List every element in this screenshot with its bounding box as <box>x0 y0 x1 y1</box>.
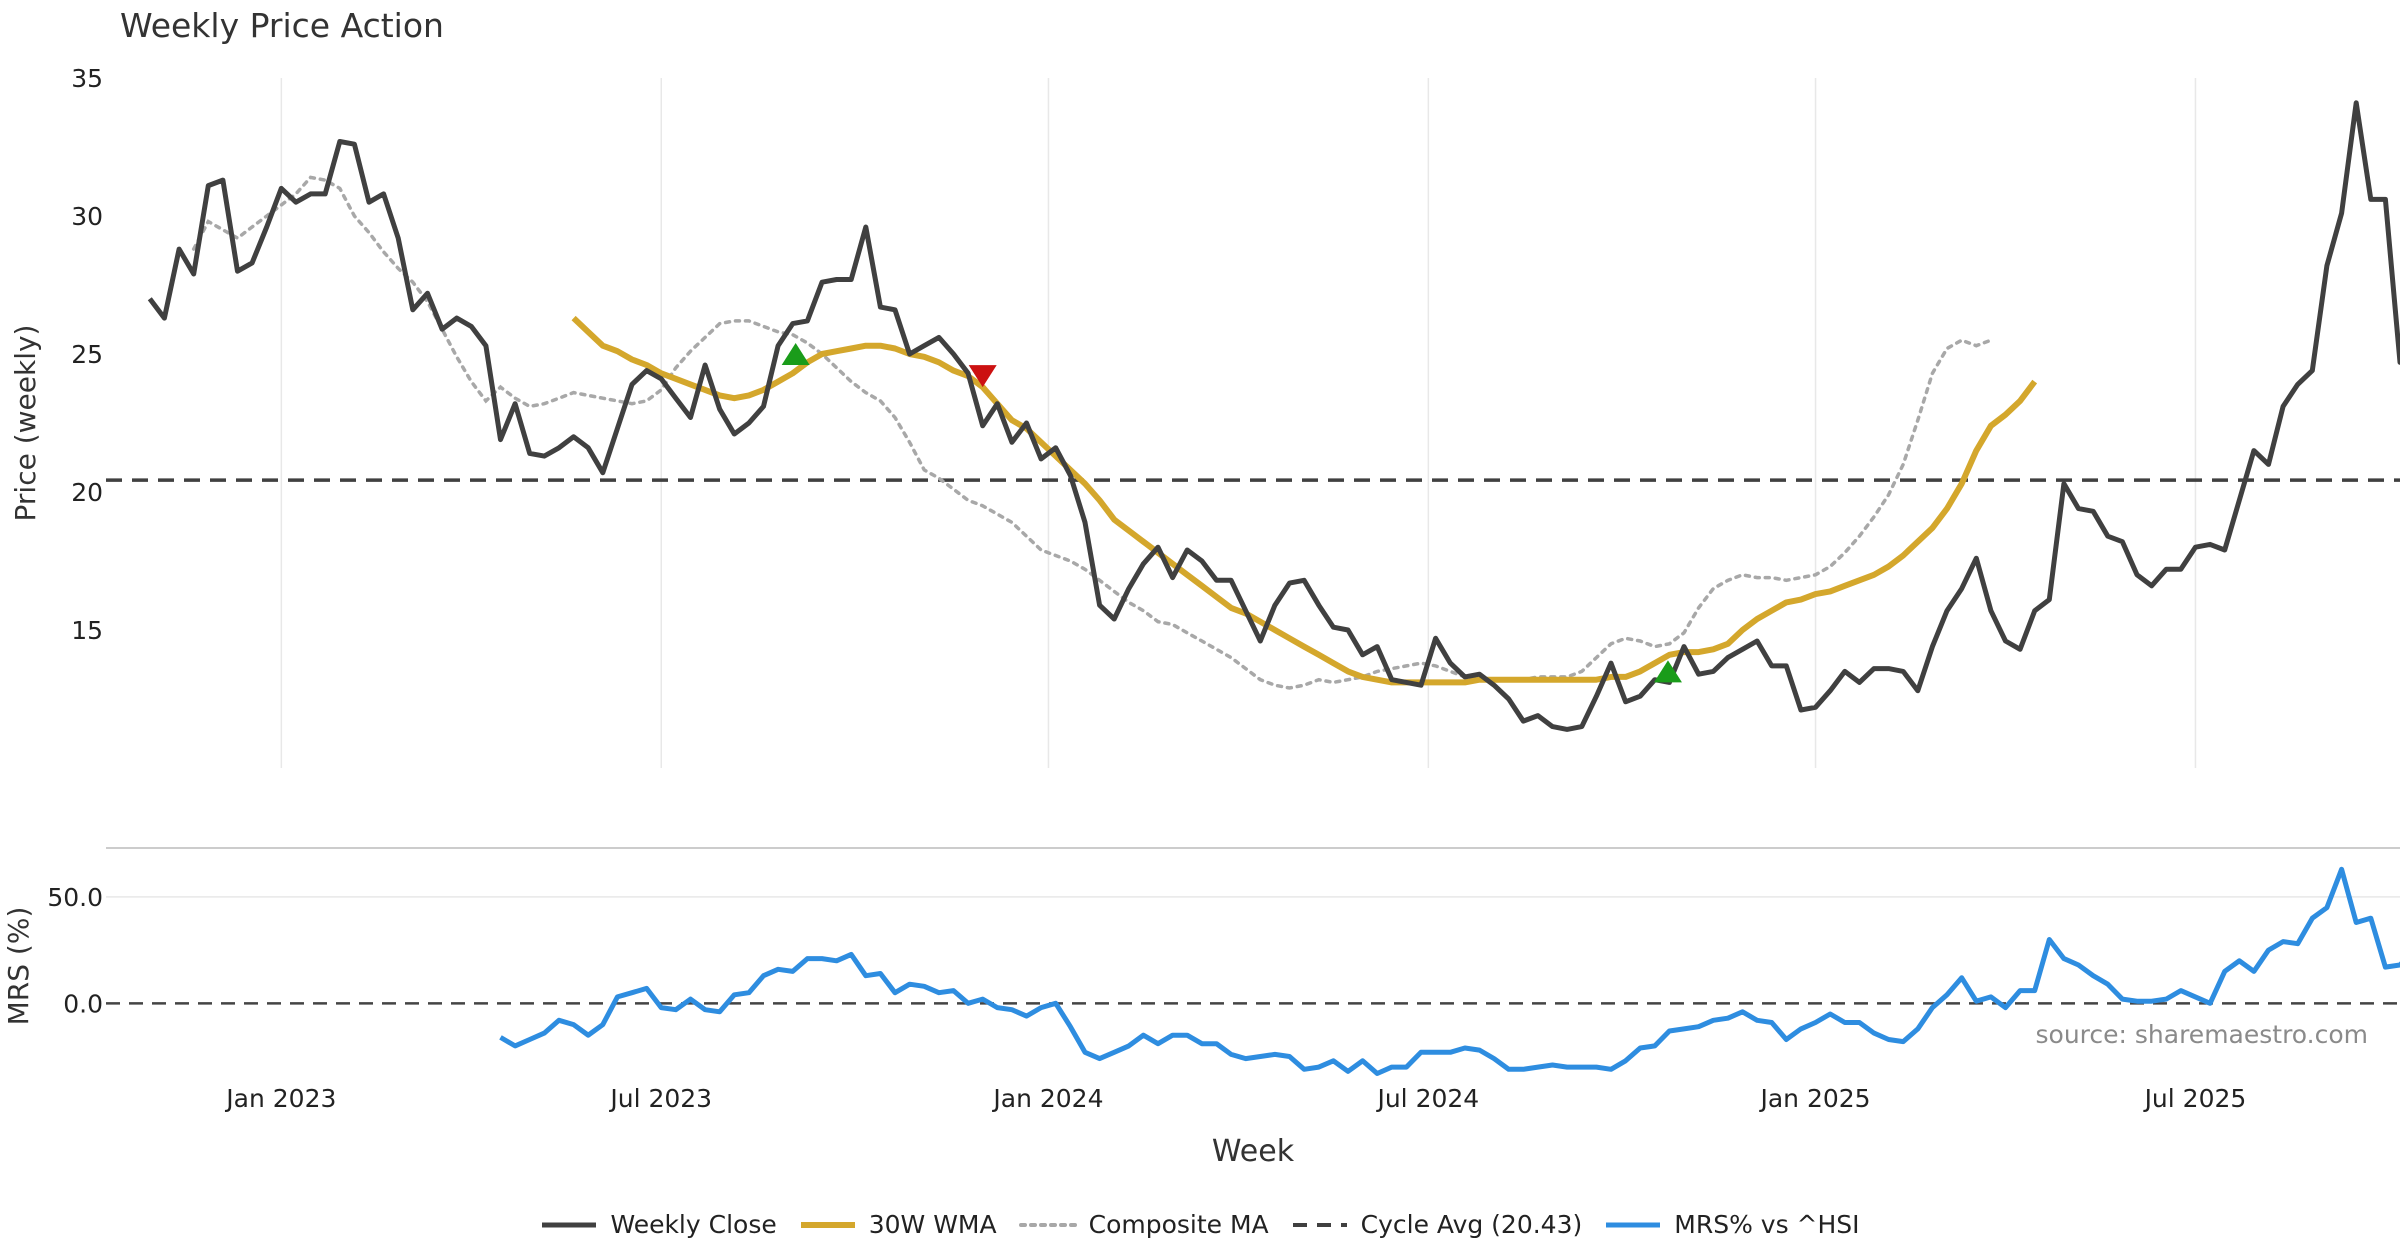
x-tick-2: Jan 2024 <box>991 1084 1103 1113</box>
mrs-y-axis-label: MRS (%) <box>2 907 35 1026</box>
legend-item-cycle: Cycle Avg (20.43) <box>1291 1210 1583 1239</box>
x-tick-4: Jan 2025 <box>1758 1084 1870 1113</box>
legend-label-wma: 30W WMA <box>868 1210 997 1239</box>
legend-item-close: Weekly Close <box>540 1210 777 1239</box>
source-note: source: sharemaestro.com <box>2035 1020 2369 1049</box>
x-tick-0: Jan 2023 <box>224 1084 336 1113</box>
mrs-y-tick-0: 0.0 <box>63 989 103 1018</box>
x-axis-label: Week <box>1212 1134 1295 1169</box>
legend-item-mrs: MRS% vs ^HSI <box>1604 1210 1860 1239</box>
mrs-y-ticks: 0.0 50.0 <box>47 883 103 1018</box>
buy-signal-marker-2 <box>1653 660 1682 683</box>
mrs-line <box>499 866 2400 1076</box>
composite-ma-line <box>191 175 1993 690</box>
legend-swatch-composite <box>1018 1222 1077 1227</box>
price-y-tick-3: 30 <box>71 202 103 231</box>
price-y-ticks: 15 20 25 30 35 <box>71 64 103 645</box>
price-y-axis-label: Price (weekly) <box>9 325 42 522</box>
legend-swatch-cycle <box>1292 1222 1347 1227</box>
sell-signal-marker-1 <box>968 365 997 388</box>
price-y-tick-1: 20 <box>71 478 103 507</box>
x-tick-3: Jul 2024 <box>1375 1084 1479 1113</box>
chart-title: Weekly Price Action <box>120 6 444 45</box>
buy-signal-marker-0 <box>781 343 810 365</box>
legend-label-cycle: Cycle Avg (20.43) <box>1360 1210 1583 1239</box>
series-layer <box>106 100 2400 1076</box>
mrs-y-tick-1: 50.0 <box>47 883 103 912</box>
wma-30w-line <box>571 315 2038 686</box>
weekly-close-line <box>147 100 2400 732</box>
legend-item-wma: 30W WMA <box>799 1210 997 1239</box>
legend-swatch-close <box>542 1222 597 1227</box>
x-axis-ticks: Jan 2023 Jul 2023 Jan 2024 Jul 2024 Jan 2025… <box>224 1084 2246 1113</box>
legend: Weekly Close 30W WMA Composite MA Cycle Avg… <box>0 1210 2400 1239</box>
price-y-tick-2: 25 <box>71 340 103 369</box>
signal-layer <box>781 343 1682 683</box>
legend-item-composite: Composite MA <box>1018 1210 1269 1239</box>
mrs-panel-grid <box>106 847 2400 1005</box>
x-tick-5: Jul 2025 <box>2143 1084 2247 1113</box>
legend-swatch-mrs <box>1606 1222 1661 1227</box>
x-tick-1: Jul 2023 <box>608 1084 712 1113</box>
legend-label-close: Weekly Close <box>610 1210 777 1239</box>
legend-label-composite: Composite MA <box>1088 1210 1269 1239</box>
legend-label-mrs: MRS% vs ^HSI <box>1674 1210 1860 1239</box>
price-y-tick-4: 35 <box>71 64 103 93</box>
legend-swatch-wma <box>800 1221 855 1228</box>
price-y-tick-0: 15 <box>71 616 103 645</box>
